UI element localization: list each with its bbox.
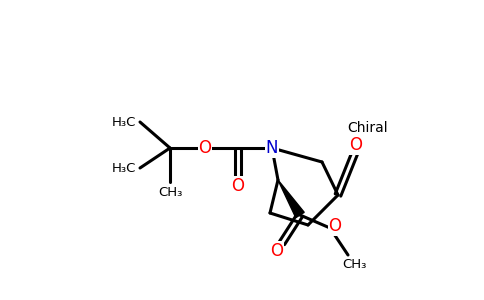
Polygon shape (278, 180, 304, 218)
Text: O: O (198, 139, 212, 157)
Text: CH₃: CH₃ (342, 259, 366, 272)
Text: O: O (329, 217, 342, 235)
Text: H₃C: H₃C (112, 116, 136, 128)
Text: O: O (349, 136, 363, 154)
Text: H₃C: H₃C (112, 161, 136, 175)
Text: CH₃: CH₃ (158, 185, 182, 199)
Text: N: N (266, 139, 278, 157)
Text: Chiral: Chiral (348, 121, 388, 135)
Text: O: O (231, 177, 244, 195)
Text: O: O (271, 242, 284, 260)
